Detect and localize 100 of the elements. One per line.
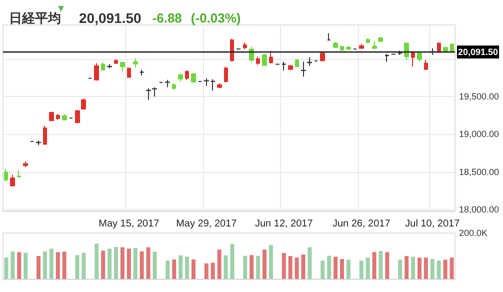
candlestick	[114, 58, 118, 64]
bar	[256, 256, 260, 279]
bar	[308, 247, 312, 279]
candlestick	[340, 45, 344, 52]
bar	[42, 251, 47, 279]
candlestick	[243, 42, 247, 50]
x-tick-label: Jun 12, 2017	[254, 218, 314, 230]
candlestick	[165, 79, 170, 88]
bar	[398, 260, 402, 279]
bar	[56, 252, 60, 279]
candlestick	[146, 88, 151, 100]
bar	[288, 256, 292, 279]
bar	[217, 250, 222, 279]
bar	[359, 260, 364, 279]
candlestick	[269, 50, 273, 64]
bar	[120, 247, 124, 279]
candlestick	[133, 58, 138, 68]
bar	[49, 248, 54, 279]
bar	[24, 252, 28, 279]
bar	[75, 255, 80, 279]
candlestick	[256, 56, 260, 66]
bar	[146, 247, 150, 279]
candlestick	[178, 73, 183, 82]
bar	[62, 252, 66, 279]
bar	[178, 255, 183, 279]
candlestick	[49, 111, 54, 122]
bar	[224, 255, 228, 279]
bar	[133, 248, 138, 279]
candlestick	[346, 46, 351, 50]
candlestick	[366, 38, 370, 44]
bar	[94, 244, 99, 279]
candlestick	[36, 140, 41, 146]
candlestick	[120, 61, 125, 72]
candlestick	[62, 114, 67, 121]
bar	[450, 258, 454, 279]
bar	[108, 248, 112, 279]
bar	[243, 256, 248, 279]
bar	[385, 252, 390, 279]
y-tick-label: 200.0K	[459, 228, 488, 238]
candlestick	[320, 51, 325, 62]
candlestick	[411, 52, 415, 68]
bar	[185, 256, 190, 279]
bar	[82, 252, 86, 279]
bar	[172, 259, 176, 279]
x-tick-label: Jun 26, 2017	[332, 218, 391, 230]
candlestick	[217, 82, 222, 89]
candlestick	[204, 78, 209, 86]
y-tick-label: 18,500.00	[459, 166, 500, 177]
candlestick	[10, 174, 15, 187]
bar	[436, 260, 441, 279]
candlestick	[424, 59, 428, 70]
candlestick	[230, 38, 234, 62]
bar	[10, 251, 15, 279]
candlestick	[282, 61, 286, 72]
y-tick-label: 19,500.00	[459, 92, 500, 102]
bar	[268, 244, 273, 279]
candlestick	[17, 170, 21, 178]
bar	[417, 258, 422, 279]
bar	[327, 256, 332, 279]
candlestick	[191, 72, 196, 84]
candlestick	[4, 168, 8, 182]
candlestick	[450, 42, 454, 52]
candlestick	[224, 66, 228, 83]
candlestick	[262, 53, 267, 66]
bar	[443, 260, 448, 279]
bar	[366, 258, 370, 279]
annotation: (-0.03%)	[190, 10, 241, 26]
candlestick	[301, 61, 306, 78]
candlestick	[94, 62, 99, 82]
bar	[250, 255, 254, 279]
candlestick	[107, 64, 112, 69]
bar	[411, 256, 416, 279]
candlestick	[81, 98, 86, 110]
bar	[4, 258, 8, 279]
bar	[378, 250, 383, 279]
bar	[126, 248, 131, 279]
candlestick	[140, 69, 144, 76]
candlestick	[185, 70, 189, 80]
candlestick	[307, 56, 312, 66]
bar	[340, 258, 344, 279]
candlestick	[327, 32, 331, 40]
ref-line-label: 20,091.50	[458, 46, 498, 57]
candlestick	[211, 78, 215, 92]
annotation: 20,091.50	[79, 10, 142, 26]
chart-title: 日経平均	[9, 10, 61, 26]
bar	[320, 260, 325, 279]
bar	[17, 252, 22, 279]
bar	[152, 252, 157, 279]
bar	[191, 259, 196, 279]
x-tick-label: Jul 10, 2017	[405, 218, 460, 230]
candlestick	[101, 62, 105, 72]
candlestick	[378, 36, 383, 42]
candlestick	[333, 41, 338, 49]
candlestick	[172, 82, 176, 90]
bar	[140, 251, 144, 279]
x-tick-label: May 15, 2017	[98, 218, 160, 230]
candlestick	[288, 64, 293, 70]
bar	[424, 258, 428, 279]
candlestick	[359, 43, 364, 50]
bar	[166, 260, 170, 279]
